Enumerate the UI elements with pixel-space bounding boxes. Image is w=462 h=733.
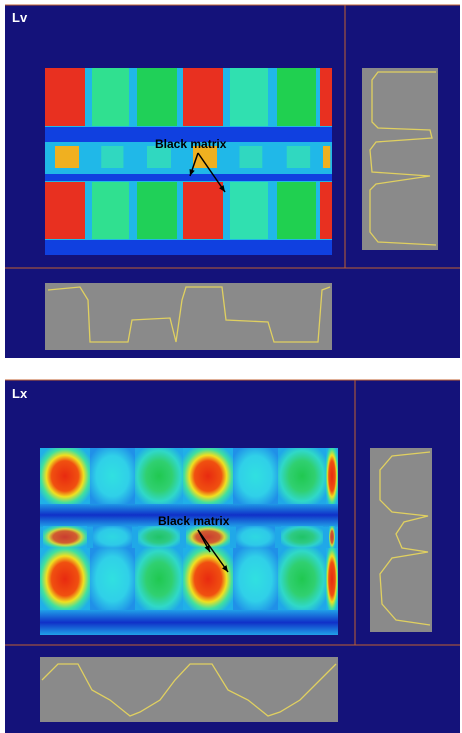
- pixel-cell: [40, 548, 90, 610]
- pixel-cell: [326, 548, 338, 610]
- pixel-cell-mid: [281, 526, 323, 548]
- pixel-cell: [278, 448, 326, 504]
- black-matrix-band: [40, 610, 338, 635]
- bottom-profile: [40, 657, 338, 722]
- pixel-cell-mid: [323, 146, 330, 168]
- pixel-cell: [230, 68, 268, 126]
- pixel-cell: [233, 548, 278, 610]
- pixel-cell: [183, 448, 233, 504]
- pixel-cell-mid: [138, 526, 180, 548]
- annotation: Black matrix: [158, 514, 230, 528]
- page: {"panels": [{"label": "Lv", "annotation"…: [0, 0, 462, 733]
- pixel-cell: [90, 548, 135, 610]
- pixel-cell: [230, 182, 268, 239]
- black-matrix-band: [45, 174, 332, 181]
- pixel-cell: [183, 182, 223, 239]
- pixel-cell: [326, 448, 338, 504]
- pixel-cell: [40, 448, 90, 504]
- pixel-cell: [45, 68, 85, 126]
- pixel-cell: [90, 448, 135, 504]
- pixel-cell: [278, 548, 326, 610]
- pixel-cell-mid: [93, 526, 132, 548]
- figure: Black matrix Black matrix Lv Lx: [0, 0, 462, 733]
- black-matrix-band: [45, 240, 332, 255]
- side-profile: [362, 68, 438, 250]
- pixel-cell-mid: [240, 146, 263, 168]
- pixel-cell: [233, 448, 278, 504]
- pixel-cell-mid: [101, 146, 123, 168]
- panel-label: Lv: [12, 10, 28, 25]
- pixel-cell: [135, 448, 183, 504]
- pixel-cell: [137, 182, 177, 239]
- pixel-cell: [320, 68, 332, 126]
- pixel-cell: [183, 548, 233, 610]
- pixel-cell: [320, 182, 332, 239]
- pixel-cell: [137, 68, 177, 126]
- pixel-cell: [92, 182, 129, 239]
- pixel-cell-mid: [329, 526, 335, 548]
- pixel-cell: [45, 182, 85, 239]
- pixel-cell: [183, 68, 223, 126]
- pixel-cell: [277, 68, 316, 126]
- pixel-cell: [92, 68, 129, 126]
- pixel-cell: [277, 182, 316, 239]
- pixel-cell: [135, 548, 183, 610]
- panel-label: Lx: [12, 386, 28, 401]
- bottom-profile: [45, 283, 332, 350]
- pixel-cell-mid: [55, 146, 79, 168]
- pixel-cell-mid: [287, 146, 310, 168]
- annotation: Black matrix: [155, 137, 227, 151]
- pixel-cell-mid: [43, 526, 87, 548]
- side-profile: [370, 448, 432, 632]
- pixel-cell-mid: [236, 526, 275, 548]
